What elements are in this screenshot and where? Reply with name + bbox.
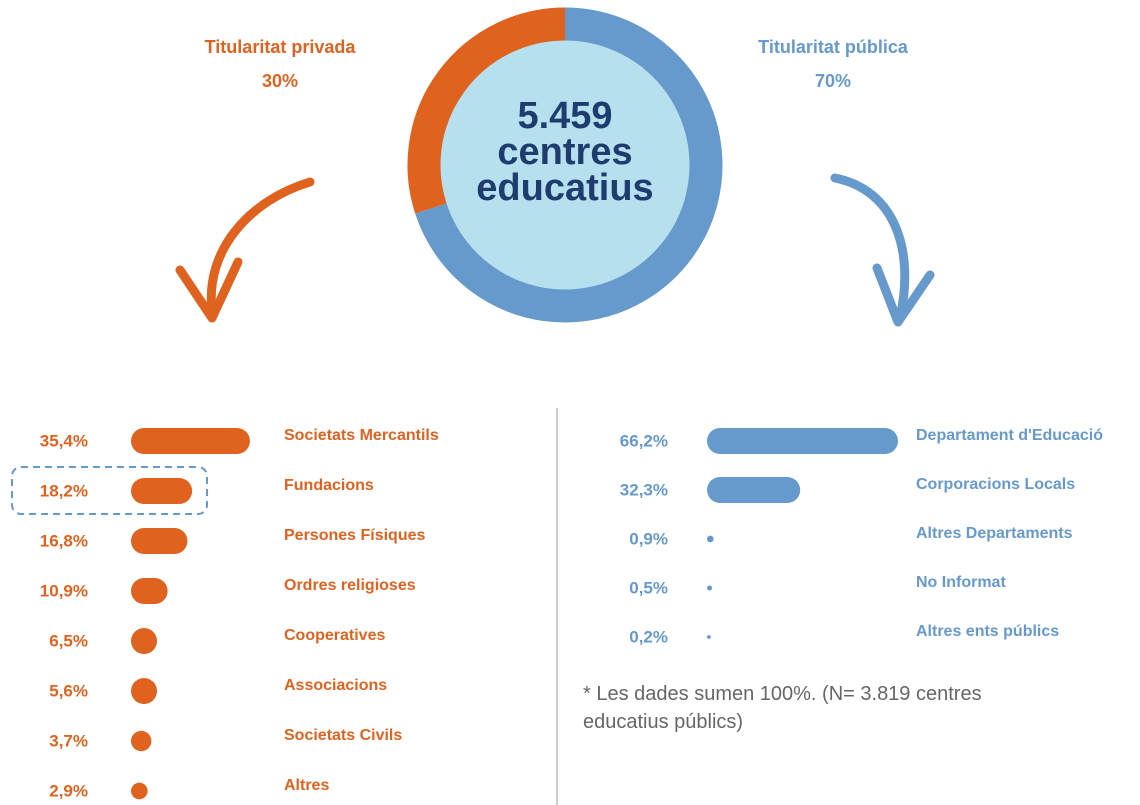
segment-label: Titularitat privada <box>205 37 357 57</box>
bar <box>707 635 711 639</box>
category-label: Altres ents públics <box>916 623 1059 640</box>
value-label: 32,3% <box>620 480 668 499</box>
arrow-private <box>206 177 315 315</box>
bar <box>131 678 157 704</box>
category-label: Associacions <box>284 677 387 694</box>
value-label: 5,6% <box>49 681 88 700</box>
value-label: 0,9% <box>629 529 668 548</box>
category-label: Corporacions Locals <box>916 476 1075 493</box>
center-label: 5.459 <box>517 95 612 137</box>
center-label: centres <box>497 131 632 173</box>
donut-segment <box>407 7 566 214</box>
value-label: 66,2% <box>620 431 668 450</box>
value-label: 0,5% <box>629 578 668 597</box>
bar <box>131 628 157 654</box>
category-label: No Informat <box>916 574 1006 591</box>
value-label: 0,2% <box>629 627 668 646</box>
bar <box>707 585 713 591</box>
segment-value: 70% <box>815 71 851 91</box>
segment-value: 30% <box>262 71 298 91</box>
value-label: 10,9% <box>40 581 88 600</box>
bar <box>131 730 152 752</box>
value-label: 3,7% <box>49 731 88 750</box>
note: * Les dades sumen 100%. (N= 3.819 centre… <box>583 683 982 733</box>
value-label: 35,4% <box>40 431 88 450</box>
category-label: Altres <box>284 777 329 794</box>
value-label: 6,5% <box>49 631 88 650</box>
value-label: 2,9% <box>49 781 88 800</box>
category-label: Fundacions <box>284 477 374 494</box>
bar <box>131 428 250 454</box>
category-label: Persones Físiques <box>284 527 425 544</box>
bar <box>131 478 193 504</box>
category-label: Societats Civils <box>284 727 402 744</box>
highlight-box <box>11 466 208 515</box>
bar <box>131 782 148 800</box>
arrow-public-head <box>872 263 935 327</box>
category-label: Ordres religioses <box>284 577 416 594</box>
category-label: Cooperatives <box>284 627 385 644</box>
donut-segment <box>415 7 723 323</box>
bar <box>131 528 188 554</box>
category-label: Altres Departaments <box>916 525 1073 542</box>
bar <box>131 578 168 604</box>
bar <box>707 428 898 454</box>
bar <box>707 477 801 503</box>
bar <box>707 535 714 543</box>
donut-center <box>440 40 690 290</box>
arrow-private-head <box>175 257 243 323</box>
segment-label: Titularitat pública <box>758 37 909 57</box>
value-label: 18,2% <box>40 481 88 500</box>
center-label: educatius <box>476 167 653 209</box>
category-label: Societats Mercantils <box>284 427 439 444</box>
value-label: 16,8% <box>40 531 88 550</box>
arrow-public <box>830 173 910 323</box>
category-label: Departament d'Educació <box>916 427 1103 444</box>
